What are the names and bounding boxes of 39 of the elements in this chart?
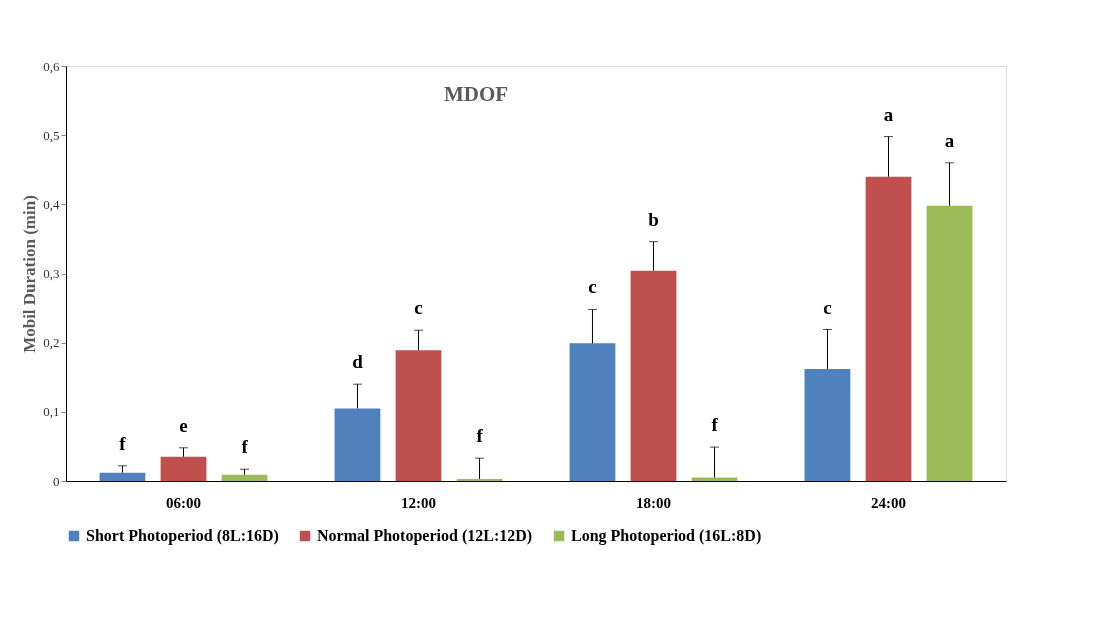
legend-label: Short Photoperiod (8L:16D) [86, 527, 279, 545]
bar [334, 408, 381, 481]
x-tick-label: 06:00 [166, 494, 201, 511]
y-tick-label: 0,1 [43, 404, 60, 420]
x-tick-label: 12:00 [401, 494, 436, 511]
bar [865, 176, 912, 481]
data-label: f [711, 414, 719, 436]
text: MDOF [443, 82, 509, 106]
bar [926, 205, 973, 481]
y-tick-label: 0 [53, 473, 60, 489]
bar [804, 368, 851, 481]
y-tick-label: 0,4 [43, 196, 60, 212]
y-tick-label: 0,2 [43, 335, 60, 351]
y-axis-title: Mobil Duration (min) [20, 195, 40, 353]
legend-label: Long Photoperiod (16L:8D) [571, 527, 762, 545]
data-label: a [944, 129, 955, 151]
data-label: e [179, 414, 188, 436]
y-tick-label: 0,6 [43, 58, 60, 74]
x-tick-label: 18:00 [636, 494, 671, 511]
data-label: f [119, 432, 127, 454]
data-label: c [588, 276, 597, 298]
bar [99, 472, 146, 481]
data-label: b [648, 208, 659, 230]
data-label: f [476, 425, 484, 447]
data-label: c [414, 297, 423, 319]
data-label: f [241, 436, 249, 458]
legend-label: Normal Photoperiod (12L:12D) [317, 527, 533, 545]
bar [395, 350, 442, 481]
data-label: d [352, 351, 364, 373]
bar [160, 456, 207, 481]
bar [569, 343, 616, 481]
y-tick-label: 0,5 [43, 127, 60, 143]
bar [456, 478, 503, 481]
data-label: a [883, 103, 894, 125]
y-tick-label: 0,3 [43, 266, 60, 281]
x-tick-label: 24:00 [871, 494, 906, 511]
data-label: c [823, 296, 832, 318]
bar [630, 270, 677, 481]
bar [221, 474, 268, 481]
